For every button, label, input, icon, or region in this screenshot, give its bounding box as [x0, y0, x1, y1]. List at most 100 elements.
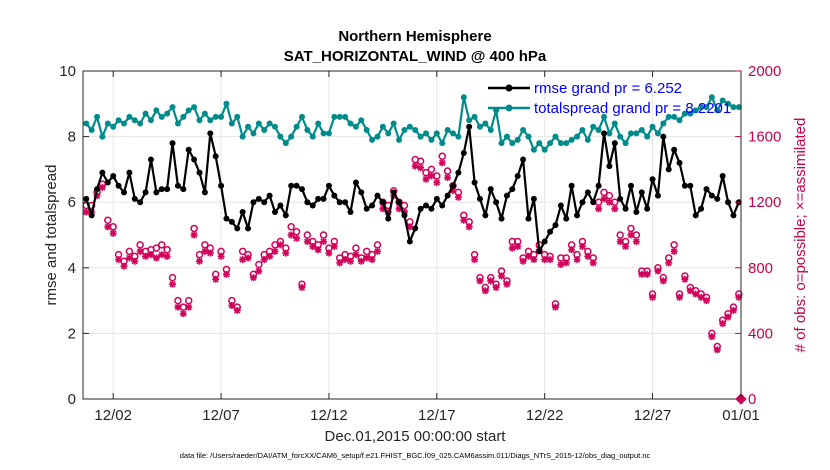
obs-possible-point: [211, 270, 220, 279]
spread-point: [714, 107, 721, 114]
obs-possible-point: [152, 244, 161, 252]
rmse-point: [406, 238, 413, 245]
rmse-point: [325, 182, 332, 189]
rmse-point: [352, 179, 359, 186]
rmse-point: [595, 182, 602, 189]
rmse-point: [358, 189, 365, 196]
spread-point: [417, 133, 424, 140]
spread-point: [423, 130, 430, 137]
obs-possible-point: [314, 241, 322, 249]
x-tick-label: 01/01: [722, 407, 760, 424]
rmse-point: [476, 195, 483, 202]
obs-possible-point: [433, 172, 441, 180]
obs-assimilated-point: [444, 174, 452, 182]
rmse-point: [315, 195, 322, 202]
obs-assimilated-point: [163, 252, 171, 260]
spread-point: [196, 117, 203, 124]
rmse-point: [714, 195, 721, 202]
obs-possible-point: [298, 280, 306, 288]
rmse-point: [687, 182, 694, 189]
spread-point: [363, 127, 370, 134]
spread-point: [331, 113, 338, 120]
obs-possible-point: [670, 241, 678, 249]
y-axis-left-ticks: 0 2 4 6 8 10: [59, 63, 89, 408]
spread-point: [325, 130, 332, 137]
rmse-point: [104, 179, 111, 186]
rmse-point: [288, 182, 295, 189]
spread-point: [601, 113, 608, 120]
rmse-point: [120, 189, 127, 196]
spread-point: [681, 110, 688, 117]
obs-assimilated-point: [169, 280, 177, 288]
spread-point: [735, 104, 742, 111]
spread-point: [617, 133, 624, 140]
spread-point: [708, 94, 715, 101]
spread-point: [99, 133, 106, 140]
obs-possible-point: [729, 303, 738, 311]
obs-possible-point: [233, 303, 242, 311]
spread-point: [169, 104, 176, 111]
spread-point: [482, 120, 489, 127]
obs-possible-point: [530, 250, 538, 259]
rmse-point: [568, 182, 575, 189]
spread-point: [563, 140, 570, 147]
obs-possible-point: [584, 247, 592, 256]
spread-point: [164, 110, 171, 117]
spread-point: [282, 140, 289, 147]
rmse-point: [536, 248, 543, 255]
spread-point: [406, 123, 413, 130]
legend-spread-label: totalspread grand pr = 8.2201: [534, 100, 731, 117]
obs-assimilated-point: [670, 247, 678, 255]
spread-point: [671, 113, 678, 120]
rmse-point: [525, 215, 532, 222]
rmse-point: [563, 215, 570, 222]
rmse-point: [266, 192, 273, 199]
spread-point: [218, 113, 225, 120]
line-series-layer: [83, 94, 742, 255]
obs-possible-point: [276, 237, 285, 246]
spread-point: [293, 123, 300, 130]
obs-possible-point: [319, 231, 328, 239]
obs-possible-point: [157, 241, 166, 249]
obs-possible-point: [427, 165, 436, 174]
spread-point: [83, 120, 90, 127]
spread-point: [530, 146, 537, 153]
spread-point: [153, 107, 160, 114]
y-axis-right-ticks: 0 400 800 1200 1600 2000: [735, 63, 781, 408]
spread-point: [288, 133, 295, 140]
obs-possible-point: [724, 309, 732, 318]
rmse-point: [460, 150, 467, 156]
spread-point: [611, 120, 618, 127]
obs-possible-point: [131, 252, 139, 261]
spread-point: [191, 104, 198, 111]
spread-point: [304, 127, 311, 134]
legend-rmse-marker: [505, 84, 513, 92]
rmse-point: [250, 199, 257, 206]
spread-point: [379, 123, 386, 130]
rmse-point: [725, 199, 732, 206]
rmse-point: [369, 202, 376, 209]
y-tick-label: 4: [68, 260, 76, 277]
rmse-point: [115, 182, 122, 189]
rmse-point: [611, 140, 618, 147]
obs-possible-point: [486, 273, 495, 282]
rmse-point: [234, 225, 241, 232]
rmse-point: [412, 225, 419, 232]
spread-point: [725, 100, 732, 107]
spread-point: [336, 113, 343, 120]
obs-possible-point: [422, 168, 430, 177]
rmse-point: [433, 195, 440, 202]
y2-tick-label: 1600: [748, 129, 781, 146]
spread-point: [606, 130, 613, 137]
rmse-point: [169, 140, 176, 147]
spread-point: [622, 140, 629, 147]
obs-possible-point: [702, 293, 711, 302]
obs-assimilated-point: [422, 175, 430, 183]
y2-tick-label: 0: [748, 391, 756, 408]
obs-possible-point: [664, 254, 673, 262]
obs-possible-point: [675, 290, 684, 298]
spread-point: [444, 127, 451, 134]
obs-possible-point: [643, 267, 651, 275]
rmse-point: [320, 195, 327, 202]
obs-assimilated-point: [417, 164, 425, 172]
